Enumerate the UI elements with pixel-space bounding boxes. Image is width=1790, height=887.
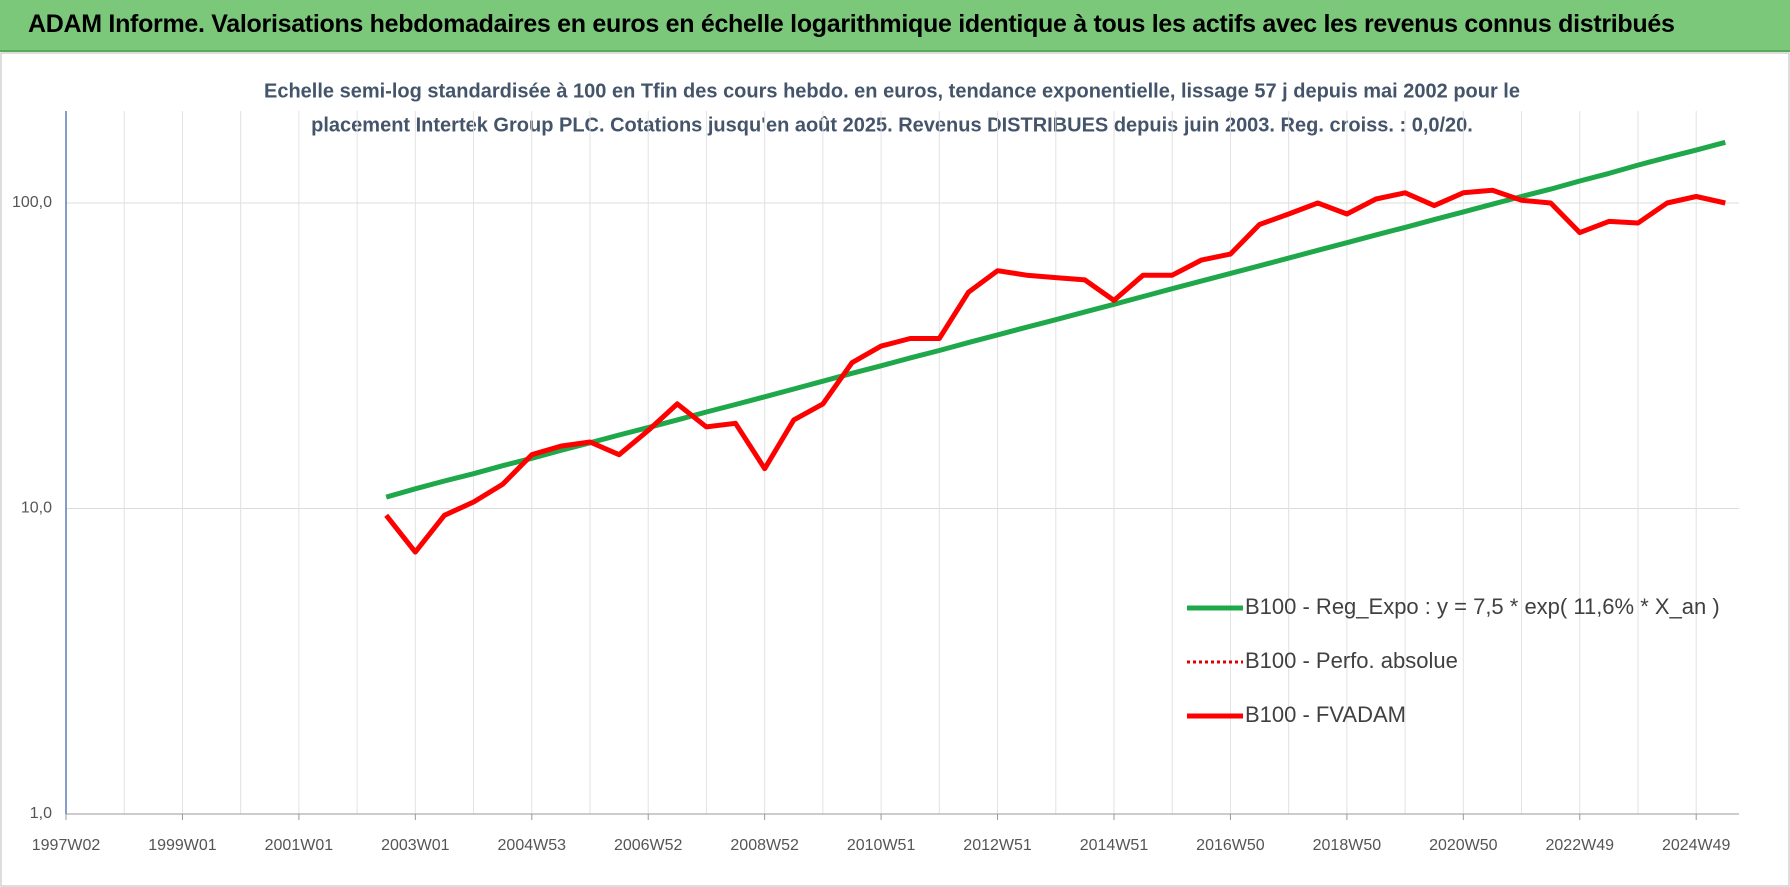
x-tick-label: 2010W51 bbox=[847, 837, 916, 854]
legend-label: B100 - Perfo. absolue bbox=[1245, 648, 1458, 673]
x-tick-label: 2018W50 bbox=[1313, 837, 1382, 854]
x-tick-label: 2012W51 bbox=[963, 837, 1032, 854]
x-tick-label: 1999W01 bbox=[148, 837, 217, 854]
header: ADAM Informe. Valorisations hebdomadaire… bbox=[0, 0, 1790, 52]
series-line bbox=[384, 187, 1726, 555]
y-tick-label: 1,0 bbox=[30, 805, 52, 822]
x-tick-label: 2014W51 bbox=[1080, 837, 1149, 854]
x-tick-label: 2016W50 bbox=[1196, 837, 1265, 854]
x-tick-label: 1997W02 bbox=[32, 837, 101, 854]
x-tick-label: 2001W01 bbox=[265, 837, 334, 854]
series-line bbox=[385, 139, 1726, 500]
x-tick-label: 2022W49 bbox=[1546, 837, 1615, 854]
y-tick-label: 10,0 bbox=[21, 500, 52, 517]
y-tick-label: 100,0 bbox=[12, 194, 52, 211]
x-tick-label: 2003W01 bbox=[381, 837, 450, 854]
chart: Echelle semi-log standardisée à 100 en T… bbox=[0, 52, 1790, 887]
x-tick-label: 2020W50 bbox=[1429, 837, 1498, 854]
chart-frame bbox=[0, 52, 1790, 887]
x-tick-label: 2008W52 bbox=[730, 837, 799, 854]
page-title: ADAM Informe. Valorisations hebdomadaire… bbox=[28, 10, 1675, 38]
legend-label: B100 - Reg_Expo : y = 7,5 * exp( 11,6% *… bbox=[1245, 594, 1720, 619]
chart-title: Echelle semi-log standardisée à 100 en T… bbox=[264, 80, 1520, 102]
x-tick-label: 2024W49 bbox=[1662, 837, 1731, 854]
x-tick-label: 2006W52 bbox=[614, 837, 683, 854]
chart-subtitle: placement Intertek Group PLC. Cotations … bbox=[311, 114, 1473, 136]
legend-label: B100 - FVADAM bbox=[1245, 702, 1406, 727]
x-tick-label: 2004W53 bbox=[498, 837, 567, 854]
